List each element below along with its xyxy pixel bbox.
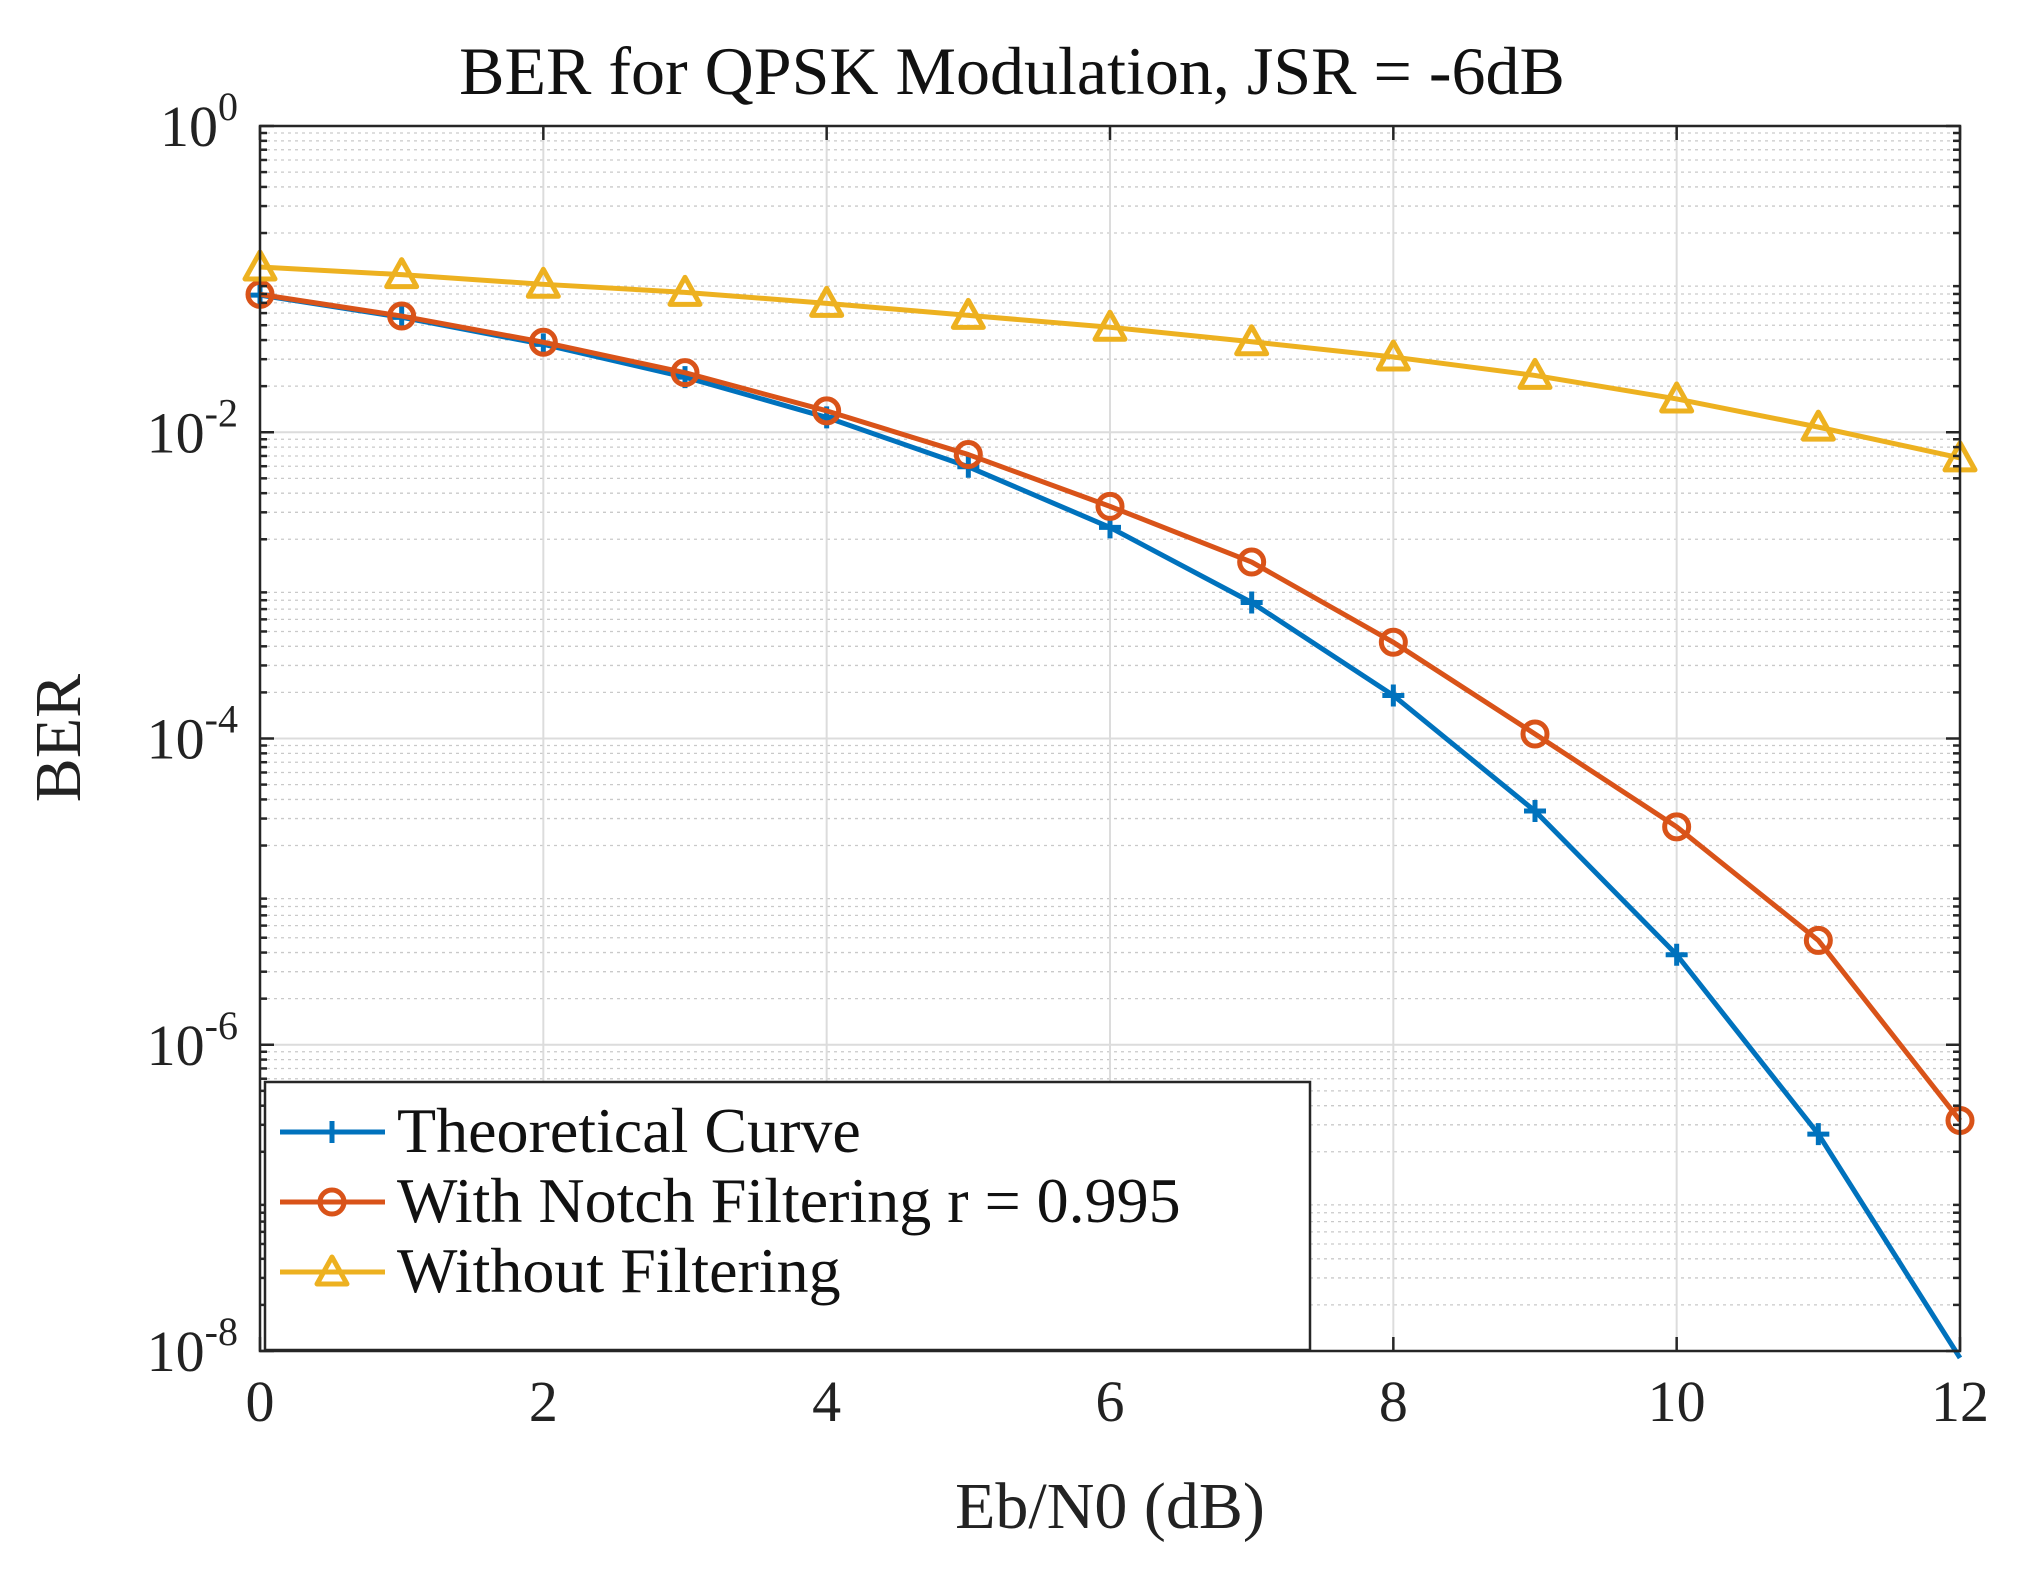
without-filtering-point (1234, 324, 1270, 357)
legend-label: Without Filtering (397, 1235, 841, 1306)
notch-filtering-point (387, 301, 417, 331)
y-tick-label: 100 (160, 84, 238, 159)
legend-marker (314, 1254, 350, 1287)
theoretical-point (1807, 1123, 1830, 1146)
notch-filtering-point (953, 440, 983, 470)
series-layer (242, 249, 1978, 1360)
notch-filtering-point (670, 358, 700, 388)
y-tick-label: 10-2 (147, 390, 238, 465)
legend-label: With Notch Filtering r = 0.995 (397, 1165, 1181, 1236)
x-tick-label: 8 (1379, 1369, 1408, 1434)
legend-marker (317, 1187, 347, 1217)
without-filtering-point (525, 266, 561, 299)
notch-filtering-series (245, 279, 1975, 1136)
without-filtering-point (1517, 357, 1553, 390)
without-filtering-point (1092, 309, 1128, 342)
legend-marker (321, 1121, 343, 1143)
axis-ticks: 0 2 4 6 8 10 12 100 10-2 10-4 10-6 10-8 (147, 84, 1989, 1434)
theoretical-point (1240, 591, 1263, 614)
x-tick-label: 6 (1096, 1369, 1125, 1434)
notch-filtering-point (1378, 627, 1408, 657)
without-filtering-point (384, 257, 420, 290)
theoretical-point (1382, 684, 1405, 707)
legend-box (263, 1080, 1312, 1352)
without-filtering-line (259, 264, 1961, 461)
without-filtering-series (242, 249, 1978, 473)
legend-item-theoretical: Theoretical Curve (280, 1095, 861, 1166)
notch-filtering-point (1520, 719, 1550, 749)
without-filtering-point (667, 274, 703, 307)
legend-item-notch-filtering: With Notch Filtering r = 0.995 (280, 1165, 1181, 1236)
without-filtering-point (950, 297, 986, 330)
without-filtering-point (1375, 339, 1411, 372)
theoretical-point (1665, 943, 1688, 966)
chart-title: BER for QPSK Modulation, JSR = -6dB (459, 33, 1565, 109)
x-axis-label: Eb/N0 (dB) (955, 1470, 1265, 1543)
notch-filtering-point (1662, 812, 1692, 842)
x-tick-label: 2 (529, 1369, 558, 1434)
notch-filtering-point (528, 327, 558, 357)
legend-label: Theoretical Curve (397, 1095, 861, 1166)
notch-filtering-line (259, 291, 1962, 1123)
y-tick-label: 10-4 (147, 697, 238, 772)
x-tick-label: 4 (812, 1369, 841, 1434)
notch-filtering-point (1095, 491, 1125, 521)
y-axis-label: BER (22, 674, 95, 802)
x-tick-label: 0 (246, 1369, 275, 1434)
legend-item-without-filtering: Without Filtering (280, 1235, 841, 1306)
without-filtering-point (809, 285, 845, 318)
notch-filtering-point (1237, 547, 1267, 577)
x-tick-label: 10 (1648, 1369, 1706, 1434)
notch-filtering-point (1803, 925, 1833, 955)
without-filtering-point (1659, 381, 1695, 414)
notch-filtering-point (812, 396, 842, 426)
x-tick-label: 12 (1931, 1369, 1989, 1434)
without-filtering-point (1800, 409, 1836, 442)
y-tick-label: 10-8 (147, 1309, 238, 1384)
theoretical-point (1524, 800, 1546, 823)
y-tick-label: 10-6 (147, 1003, 238, 1078)
